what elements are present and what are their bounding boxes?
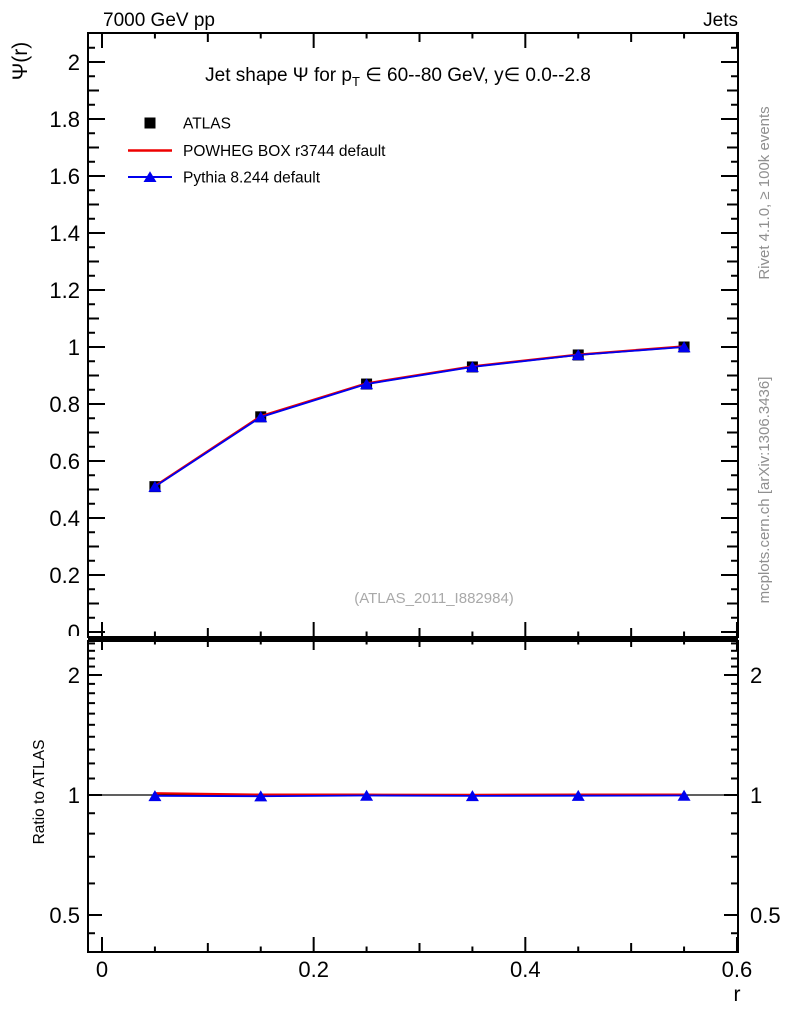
- main-y-tick-label: 1.4: [49, 221, 80, 246]
- main-y-tick-label: 0.8: [49, 392, 80, 417]
- main-series: [148, 341, 691, 493]
- main-y-tick-label: 1: [68, 335, 80, 360]
- ratio-y-ticks: [88, 642, 738, 935]
- ratio-panel-frame: [87, 640, 739, 953]
- legend-powheg-label: POWHEG BOX r3744 default: [183, 143, 386, 160]
- pythia-data-triangle: [254, 411, 268, 423]
- plot-title-subscript: T: [352, 74, 360, 89]
- pythia-data-triangle: [148, 790, 162, 802]
- pythia-data-triangle: [254, 790, 268, 802]
- pythia-data-triangle: [465, 361, 479, 373]
- main-y-tick-label: 0.2: [49, 563, 80, 588]
- pythia-data-triangle: [465, 790, 479, 802]
- pythia-data-triangle: [677, 789, 691, 801]
- main-y-ticks: [88, 46, 738, 633]
- x-axis-title: r: [734, 983, 741, 1006]
- chart-layer: 0 0.2 0.4 0.600.20.40.60.811.21.41.61.820.5…: [49, 32, 781, 982]
- main-y-tick-label: 1.8: [49, 107, 80, 132]
- ratio-series: [88, 789, 738, 802]
- x-tick-label: 0.2: [298, 957, 329, 982]
- main-y-tick-label: 1.6: [49, 164, 80, 189]
- mc-prediction-line: [154, 345, 685, 488]
- pythia-data-triangle: [571, 349, 585, 361]
- header-beam-energy: 7000 GeV pp: [103, 10, 215, 31]
- x-tick-label: 0.6: [722, 957, 753, 982]
- ratio-line: [154, 794, 685, 798]
- header-analysis-group: Jets: [703, 10, 738, 31]
- ratio-line: [154, 792, 685, 796]
- x-tick-label: 0: [96, 957, 108, 982]
- ratio-y-axis-title: Ratio to ATLAS: [31, 740, 48, 845]
- legend-pythia-triangle-marker: [143, 171, 157, 182]
- legend-atlas-label: ATLAS: [183, 116, 231, 133]
- ratio-y-labels: 0.5 0.5 1 1 2 2: [49, 663, 780, 928]
- plot-title-prefix: Jet shape Ψ for p: [205, 65, 352, 86]
- ratio-y-tick-label-right: 1: [750, 783, 762, 808]
- main-y-tick-label: 0: [68, 620, 80, 645]
- x-axis-ticks: [101, 33, 738, 952]
- plot-title-suffix: ∈ 60--80 GeV, y∈ 0.0--2.8: [360, 65, 591, 86]
- main-y-tick-label: 1.2: [49, 278, 80, 303]
- main-y-tick-label: 2: [68, 50, 80, 75]
- main-y-tick-label: 0.4: [49, 506, 80, 531]
- legend-atlas-square-marker: [144, 117, 156, 129]
- x-tick-label: 0.4: [510, 957, 541, 982]
- ratio-y-tick-label-right: 2: [750, 663, 762, 688]
- mcplots-arxiv-note: mcplots.cern.ch [arXiv:1306.3436]: [756, 377, 773, 604]
- pythia-data-triangle: [360, 789, 374, 801]
- ratio-y-tick-label-left: 0.5: [49, 903, 80, 928]
- rivet-version-note: Rivet 4.1.0, ≥ 100k events: [756, 106, 773, 279]
- ratio-y-tick-label-right: 0.5: [750, 903, 781, 928]
- main-panel-frame: [87, 32, 739, 638]
- pythia-data-triangle: [360, 378, 374, 390]
- ratio-y-tick-label-left: 1: [68, 783, 80, 808]
- pythia-data-triangle: [571, 789, 585, 801]
- main-y-axis-title: Ψ(r): [9, 42, 32, 81]
- analysis-id-watermark: (ATLAS_2011_I882984): [354, 590, 514, 607]
- legend: ATLAS POWHEG BOX r3744 default Pythia 8.…: [128, 116, 386, 187]
- plot-title: Jet shape Ψ for pT ∈ 60--80 GeV, y∈ 0.0-…: [205, 65, 591, 89]
- legend-pythia-label: Pythia 8.244 default: [183, 170, 321, 187]
- ratio-y-tick-label-left: 2: [68, 663, 80, 688]
- pythia-data-triangle: [148, 480, 162, 492]
- main-y-tick-label: 0.6: [49, 449, 80, 474]
- main-y-labels: 0 0.2 0.4 0.6 0.8 1 1.2 1.4 1.6 1.8 2: [49, 50, 80, 645]
- x-axis-labels: 0 0.2 0.4 0.6: [96, 957, 752, 982]
- mc-prediction-line: [154, 346, 685, 488]
- pythia-data-triangle: [677, 341, 691, 353]
